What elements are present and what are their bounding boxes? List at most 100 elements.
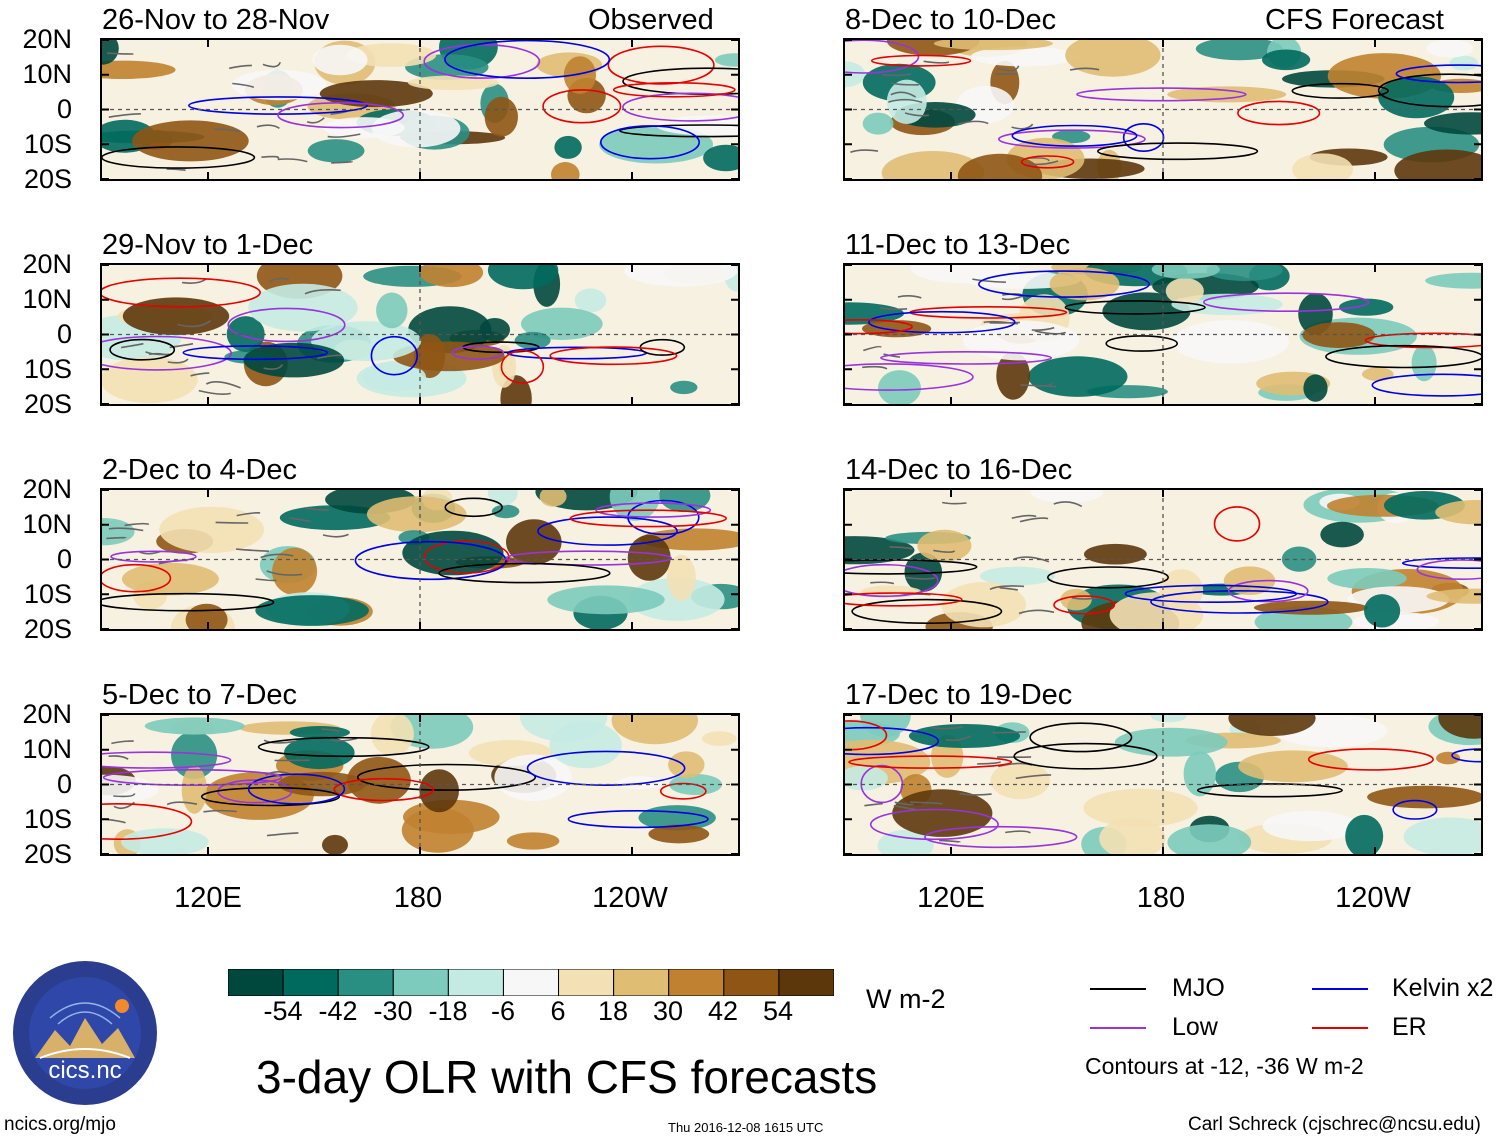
coastline xyxy=(229,64,252,70)
wave-contour xyxy=(659,782,707,800)
coastline xyxy=(992,731,1026,734)
olr-anomaly-blob xyxy=(860,715,911,737)
x-tick-120e-right: 120E xyxy=(917,882,985,914)
olr-anomaly-blob xyxy=(1367,785,1481,809)
x-tick-120w-right: 120W xyxy=(1335,882,1411,914)
olr-anomaly-blob xyxy=(1083,788,1198,827)
wave-contour xyxy=(845,319,913,335)
y-tick-20s: 20S xyxy=(23,614,72,644)
olr-anomaly-blob xyxy=(312,44,368,76)
olr-anomaly-blob xyxy=(491,504,520,519)
footer-url[interactable]: ncics.org/mjo xyxy=(4,1114,116,1135)
coastline xyxy=(945,735,972,742)
legend-label-er: ER xyxy=(1392,1013,1427,1041)
olr-anomaly-blob xyxy=(371,109,461,148)
y-tick-20s: 20S xyxy=(23,164,72,194)
olr-anomaly-blob xyxy=(845,61,866,88)
y-tick-10s: 10S xyxy=(23,579,72,609)
wave-contour xyxy=(848,755,1013,769)
wave-contour xyxy=(549,346,678,366)
olr-anomaly-blob xyxy=(1228,715,1316,736)
wave-contour xyxy=(622,92,738,122)
legend-label-low: Low xyxy=(1172,1013,1218,1041)
colorbar-tick: 42 xyxy=(707,996,739,1026)
olr-anomaly-blob xyxy=(248,283,358,332)
wave-contour xyxy=(109,338,176,361)
coastline xyxy=(265,771,291,776)
y-tick-10n: 10N xyxy=(22,59,72,89)
olr-anomaly-blob xyxy=(1060,588,1092,611)
coastline xyxy=(167,358,189,364)
coastline xyxy=(939,839,961,843)
olr-anomaly-blob xyxy=(132,120,249,162)
coastline xyxy=(263,739,296,744)
wave-contour xyxy=(227,307,346,343)
coastline xyxy=(190,372,210,377)
olr-anomaly-blob xyxy=(670,380,698,395)
coastline xyxy=(321,728,340,733)
olr-anomaly-blob xyxy=(1436,751,1461,765)
wave-contour xyxy=(845,726,940,756)
wave-contour xyxy=(1124,584,1298,604)
coastline xyxy=(910,801,943,805)
coastline xyxy=(883,353,901,358)
map-panel-left-4 xyxy=(100,713,740,856)
olr-anomaly-blob xyxy=(845,536,915,565)
colorbar-swatch xyxy=(778,969,834,996)
wave-contour xyxy=(924,825,1078,849)
wave-contour xyxy=(500,349,545,384)
wave-contour xyxy=(444,497,503,518)
coastline xyxy=(870,581,895,585)
olr-anomaly-blob xyxy=(1320,521,1364,548)
wave-contour xyxy=(333,777,435,802)
olr-anomaly-blob xyxy=(484,96,518,137)
wave-contour xyxy=(438,562,611,584)
wave-contour xyxy=(1047,566,1170,589)
cics-logo: cics.nc xyxy=(10,958,160,1108)
olr-anomaly-blob xyxy=(547,585,665,615)
wave-contour xyxy=(1371,373,1481,397)
y-tick-0: 0 xyxy=(56,769,72,799)
coastline xyxy=(181,278,207,284)
colorbar-swatch xyxy=(613,969,670,996)
olr-anomaly-blob xyxy=(1049,267,1120,301)
wave-contour xyxy=(1020,155,1075,169)
coastline xyxy=(890,82,919,86)
olr-anomaly-blob xyxy=(616,776,663,790)
olr-anomaly-blob xyxy=(554,135,582,159)
contour-note: Contours at -12, -36 W m-2 xyxy=(1085,1053,1364,1079)
observed-header: Observed xyxy=(588,4,714,36)
colorbar-swatch xyxy=(447,969,504,996)
olr-anomaly-blob xyxy=(941,582,1026,628)
coastline xyxy=(113,793,136,798)
olr-anomaly-blob xyxy=(226,316,265,352)
coastline xyxy=(1011,514,1037,519)
footer-author: Carl Schreck (cjschrec@ncsu.edu) xyxy=(1188,1114,1481,1135)
coastline xyxy=(1005,830,1031,834)
coastline xyxy=(890,91,917,98)
wave-contour xyxy=(505,550,672,566)
map-panel-left-3 xyxy=(100,488,740,631)
coastline xyxy=(1013,556,1050,563)
olr-anomaly-blob xyxy=(1099,818,1166,854)
coastline xyxy=(904,112,930,117)
y-tick-20n: 20N xyxy=(22,249,72,279)
olr-anomaly-blob xyxy=(122,297,230,335)
olr-anomaly-blob xyxy=(1425,272,1481,289)
coastline xyxy=(330,737,358,742)
olr-anomaly-blob xyxy=(628,577,725,621)
coastline xyxy=(124,522,150,527)
coastline xyxy=(236,548,269,552)
coastline xyxy=(850,149,879,154)
colorbar-tick: -30 xyxy=(373,996,413,1026)
olr-anomaly-blob xyxy=(487,265,559,290)
olr-anomaly-blob xyxy=(181,765,207,814)
colorbar-swatch xyxy=(282,969,339,996)
olr-anomaly-blob xyxy=(1411,344,1437,382)
olr-anomaly-blob xyxy=(549,721,622,769)
olr-anomaly-blob xyxy=(322,834,348,854)
wave-contour xyxy=(1364,332,1481,349)
wave-contour xyxy=(102,277,261,308)
wave-contour xyxy=(845,592,963,607)
olr-anomaly-blob xyxy=(563,56,596,94)
